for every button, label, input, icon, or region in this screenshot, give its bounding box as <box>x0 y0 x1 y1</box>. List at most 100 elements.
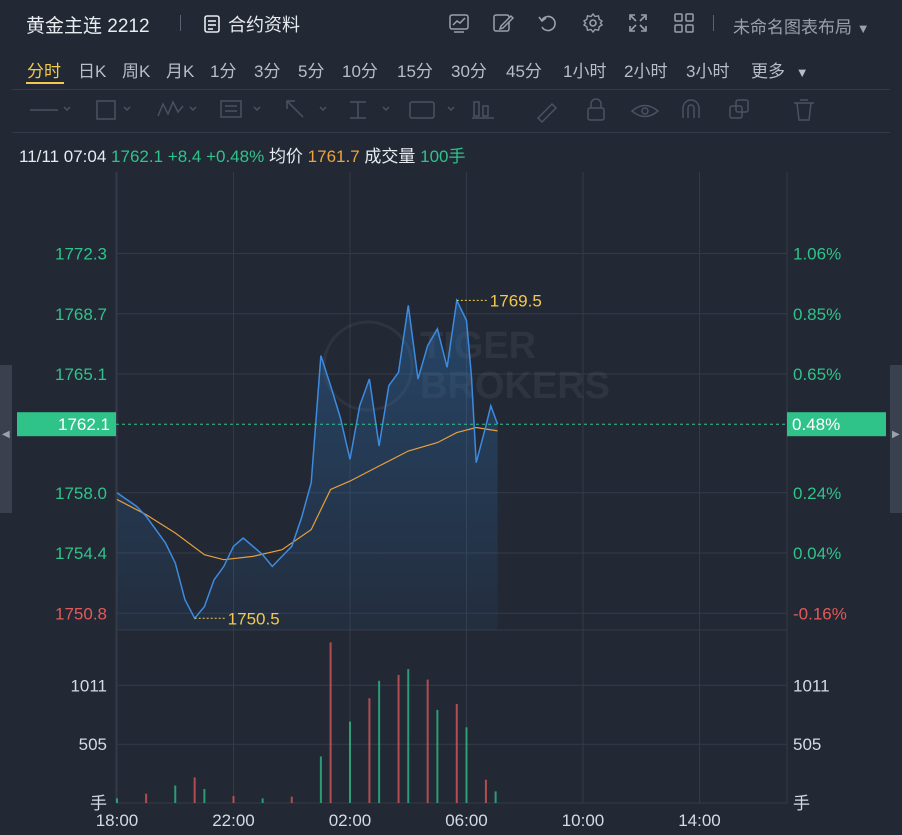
dropdown-arrow-icon: ▼ <box>795 65 809 80</box>
pen-icon[interactable] <box>536 102 558 124</box>
top-bar: 黄金主连 2212 合约资料 <box>0 0 902 46</box>
more-timeframes-button[interactable]: 更多 ▼ <box>751 57 809 82</box>
volume-bar <box>407 669 410 803</box>
pct-tick-label: 0.85% <box>793 305 841 324</box>
pct-tick-label: 0.04% <box>793 544 841 563</box>
volume-bar <box>193 777 196 803</box>
current-price-badge <box>17 412 116 437</box>
tab-timeframe[interactable]: 3分 <box>254 62 281 81</box>
avg-price-label: 均价 <box>268 147 303 166</box>
divider <box>12 132 890 133</box>
line-tool-icon[interactable] <box>30 106 71 112</box>
tab-timeframe[interactable]: 周K <box>122 62 151 81</box>
time-tick-label: 10:00 <box>562 811 605 830</box>
annotation-tool-icon[interactable] <box>409 101 455 119</box>
volume-bar <box>290 796 293 803</box>
volume-tick-label: 1011 <box>70 676 107 695</box>
rectangle-tool-icon[interactable] <box>96 100 131 120</box>
layout-name: 未命名图表布局 <box>733 18 852 37</box>
tab-timeframe[interactable]: 2小时 <box>624 62 668 81</box>
volume-bar <box>203 789 206 803</box>
volume-value: 100手 <box>420 147 466 166</box>
volume-label: 成交量 <box>364 147 416 166</box>
volume-bar <box>436 709 439 803</box>
time-tick-label: 06:00 <box>445 811 488 830</box>
tab-timeframe[interactable]: 1分 <box>210 62 237 81</box>
current-pct-badge <box>787 412 886 437</box>
chevron-right-icon: ▶ <box>892 429 900 440</box>
volume-bar <box>484 779 487 803</box>
current-price-label: 1762.1 <box>58 415 110 434</box>
low-price-label: 1750.5 <box>228 609 280 628</box>
price-tick-label: 1768.7 <box>55 305 107 324</box>
left-panel-toggle[interactable]: ◀ <box>0 365 12 513</box>
lock-icon[interactable] <box>587 98 605 121</box>
tab-timeframe[interactable]: 分时 <box>27 62 61 81</box>
grid-layout-icon[interactable] <box>673 12 695 34</box>
copy-icon[interactable] <box>729 99 749 119</box>
price-tick-label: 1750.8 <box>55 604 107 623</box>
separator <box>713 15 714 31</box>
drawing-toolbar <box>30 98 814 124</box>
bar-tool-icon[interactable] <box>472 101 494 119</box>
separator <box>180 15 181 31</box>
instrument-title[interactable]: 黄金主连 2212 <box>26 16 150 37</box>
trash-icon[interactable] <box>794 99 814 121</box>
volume-bars <box>116 642 497 803</box>
text-box-tool-icon[interactable] <box>220 100 261 118</box>
contract-info-button[interactable]: 合约资料 <box>202 11 300 37</box>
quote-change: +8.4 <box>167 147 202 166</box>
price-line <box>116 297 499 620</box>
volume-bar <box>116 798 118 803</box>
settings-icon[interactable] <box>582 12 604 34</box>
tab-timeframe[interactable]: 5分 <box>298 62 325 81</box>
measure-tool-icon[interactable] <box>350 101 390 119</box>
tab-timeframe[interactable]: 45分 <box>506 62 542 81</box>
quote-datetime: 11/11 07:04 <box>19 147 107 166</box>
tab-timeframe[interactable]: 30分 <box>451 62 487 81</box>
eye-icon[interactable] <box>630 104 660 118</box>
document-icon <box>204 15 220 33</box>
tab-timeframe[interactable]: 10分 <box>342 62 378 81</box>
volume-tick-label: 505 <box>79 735 107 754</box>
volume-bar <box>349 721 351 803</box>
undo-icon[interactable] <box>537 12 559 34</box>
magnet-icon[interactable] <box>682 99 700 118</box>
time-tick-label: 18:00 <box>96 811 139 830</box>
quote-change-pct: +0.48% <box>206 147 265 166</box>
volume-bar <box>378 680 381 803</box>
tab-timeframe[interactable]: 日K <box>78 62 107 81</box>
time-tick-label: 02:00 <box>329 811 372 830</box>
axis-labels: 1772.3 1768.7 1765.1 1758.0 1754.4 1750.8 1.06… <box>17 245 886 830</box>
volume-bar <box>397 674 400 803</box>
volume-bar <box>465 727 468 803</box>
quote-line: 11/11 07:04 1762.1 +8.4 +0.48% 均价 1761.7… <box>19 142 466 167</box>
active-tab-underline <box>26 82 64 84</box>
chevron-left-icon: ◀ <box>2 429 10 440</box>
right-panel-toggle[interactable]: ▶ <box>890 365 902 513</box>
quote-price: 1762.1 <box>111 147 164 166</box>
volume-tick-label: 1011 <box>793 676 830 695</box>
volume-bar <box>145 793 148 803</box>
volume-bar <box>494 791 497 803</box>
avg-price-value: 1761.7 <box>307 147 360 166</box>
tab-timeframe[interactable]: 3小时 <box>686 62 730 81</box>
tab-timeframe[interactable]: 15分 <box>397 62 433 81</box>
volume-tick-label: 505 <box>793 735 821 754</box>
pct-tick-label: 1.06% <box>793 245 841 264</box>
price-tick-label: 1772.3 <box>55 245 107 264</box>
volume-unit-label: 手 <box>793 794 810 813</box>
volume-bar <box>368 698 371 803</box>
volume-bar <box>455 704 458 803</box>
edit-icon[interactable] <box>492 12 514 34</box>
tab-timeframe[interactable]: 1小时 <box>563 62 607 81</box>
arrow-tool-icon[interactable] <box>286 100 327 118</box>
time-tick-label: 22:00 <box>212 811 255 830</box>
indicator-icon[interactable] <box>448 12 470 34</box>
wave-tool-icon[interactable] <box>157 100 197 117</box>
fullscreen-icon[interactable] <box>627 12 649 34</box>
layout-dropdown[interactable]: 未命名图表布局 ▼ <box>733 13 870 38</box>
tab-timeframe[interactable]: 月K <box>166 62 195 81</box>
pct-tick-label: 0.24% <box>793 484 841 503</box>
